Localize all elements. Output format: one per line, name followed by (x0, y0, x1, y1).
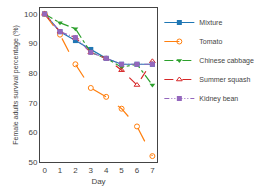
svg-text:Tomato: Tomato (199, 38, 222, 45)
svg-text:Female adults survival percent: Female adults survival percentage (%) (12, 25, 20, 144)
svg-text:100: 100 (24, 10, 38, 19)
svg-text:2: 2 (73, 166, 78, 175)
svg-text:70: 70 (28, 99, 37, 108)
svg-text:60: 60 (28, 128, 37, 137)
svg-text:Mixture: Mixture (199, 19, 222, 26)
svg-text:Chinese cabbage: Chinese cabbage (199, 57, 254, 65)
svg-text:Kidney bean: Kidney bean (199, 95, 238, 103)
svg-text:Day: Day (91, 177, 105, 186)
svg-text:5: 5 (119, 166, 124, 175)
svg-text:80: 80 (28, 69, 37, 78)
svg-text:7: 7 (150, 166, 155, 175)
svg-text:90: 90 (28, 39, 37, 48)
svg-text:3: 3 (89, 166, 94, 175)
svg-text:Summer squash: Summer squash (199, 76, 250, 84)
svg-text:4: 4 (104, 166, 109, 175)
svg-text:6: 6 (135, 166, 140, 175)
svg-text:1: 1 (58, 166, 63, 175)
svg-text:0: 0 (42, 166, 47, 175)
svg-text:50: 50 (28, 158, 37, 167)
